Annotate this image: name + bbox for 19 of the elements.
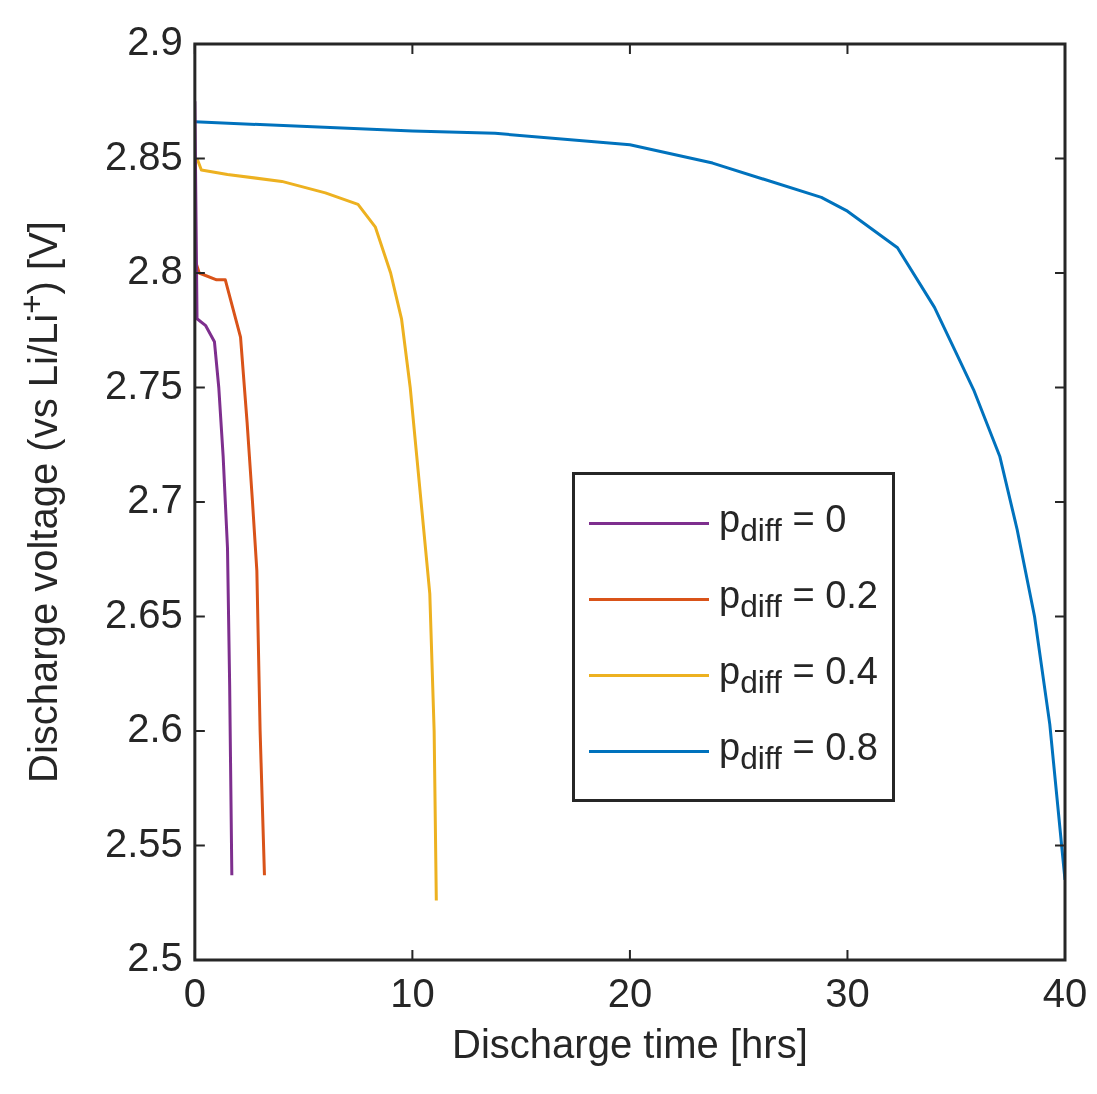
y-tick-label: 2.55 (104, 820, 183, 865)
legend-label: p$_{diff}$ = 0.2 (719, 573, 878, 625)
y-tick-label: 2.8 (127, 248, 183, 293)
y-tick-label: 2.6 (127, 706, 183, 751)
y-tick-label: 2.85 (104, 133, 183, 178)
legend-label: p$_{diff}$ = 0 (719, 497, 847, 549)
x-tick-label: 20 (607, 971, 653, 1016)
y-tick-label: 2.7 (127, 477, 183, 522)
x-tick-label: 0 (183, 971, 206, 1016)
x-tick-label: 30 (825, 971, 870, 1016)
y-tick-label: 2.5 (127, 935, 183, 980)
y-tick-label: 2.65 (104, 591, 183, 636)
x-tick-label: 10 (390, 971, 435, 1016)
x-tick-label: 40 (1042, 971, 1088, 1016)
legend-label: p$_{diff}$ = 0.4 (719, 649, 878, 701)
y-tick-label: 2.9 (127, 19, 183, 64)
legend-label: p$_{diff}$ = 0.8 (719, 725, 878, 777)
y-tick-label: 2.75 (104, 362, 183, 407)
x-axis-title: Discharge time [hrs] (451, 1022, 809, 1067)
